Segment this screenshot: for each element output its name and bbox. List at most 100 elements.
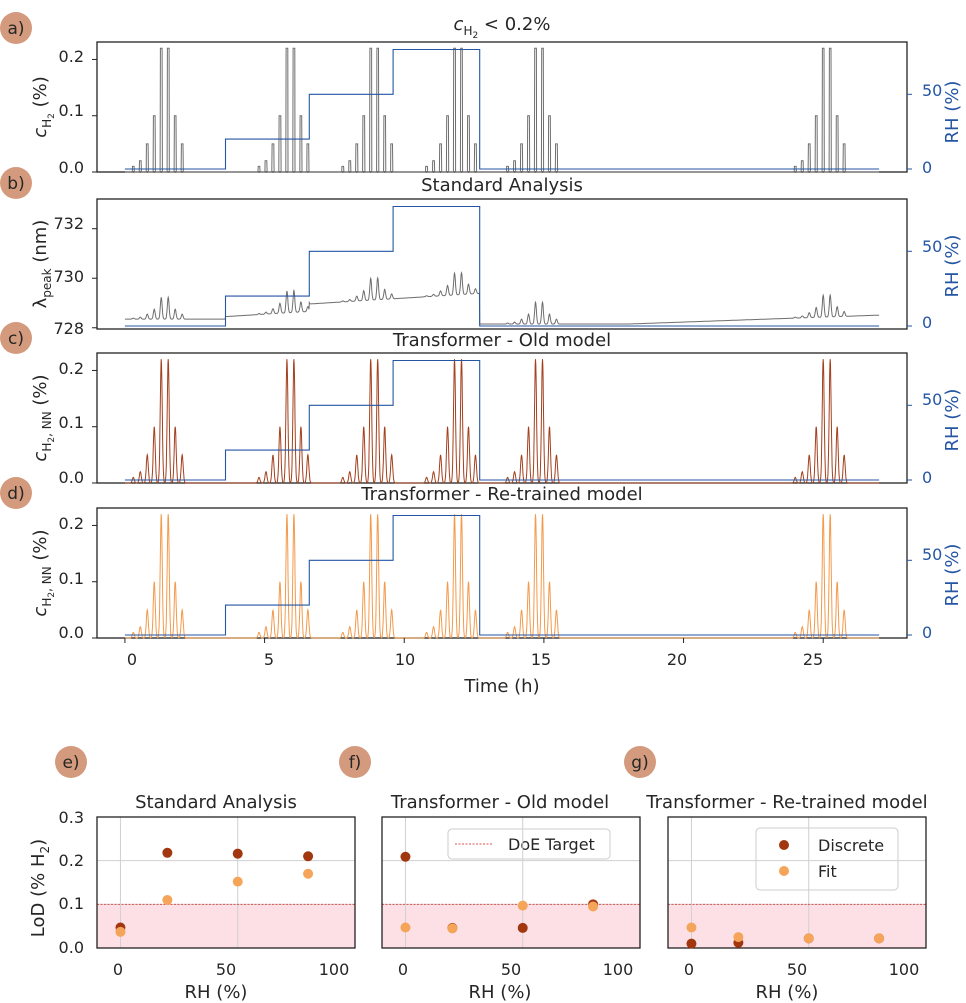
panel-b-ylabel: λpeak (nm) xyxy=(30,220,54,309)
panel-b-ytick-1: 730 xyxy=(53,267,84,286)
panel-g-title: Transformer - Re-trained model xyxy=(645,792,927,813)
target-region xyxy=(668,904,926,948)
panel-f-xlabel: RH (%) xyxy=(469,982,532,1003)
discrete-point xyxy=(162,847,173,858)
panel-a-rh-tick-0: 0 xyxy=(922,158,932,177)
panel-b-ytick-2: 732 xyxy=(53,214,84,233)
fit-point xyxy=(874,933,885,944)
lod-plot-2 xyxy=(667,816,927,949)
discrete-point xyxy=(686,938,697,949)
panel-b-data xyxy=(92,205,912,329)
panel-a-frame xyxy=(96,41,908,173)
rh-step-line-1 xyxy=(124,205,880,327)
panel-d-rh-label: RH (%) xyxy=(942,544,963,607)
panel-b-rh-tick-50: 50 xyxy=(922,237,942,256)
panel-d-title: Transformer - Re-trained model xyxy=(360,484,642,505)
badge-e-label: e) xyxy=(62,753,79,773)
panel-b-frame xyxy=(96,198,908,330)
fit-point xyxy=(303,868,314,879)
panel-d-ytick-1: 0.1 xyxy=(59,569,84,588)
lod-frame xyxy=(381,816,641,949)
fit-point xyxy=(400,922,411,933)
discrete-point xyxy=(400,851,411,862)
rh-step-line-0 xyxy=(124,48,880,170)
lod-frame xyxy=(96,816,356,949)
panel-g-xtick-100: 100 xyxy=(889,960,920,979)
legend-doe: DoE Target xyxy=(447,828,611,860)
panel-c-rh-tick-50: 50 xyxy=(922,390,942,409)
panel-a-ytick-2: 0.2 xyxy=(59,47,84,66)
time-axis-label: Time (h) xyxy=(463,676,539,697)
panel-d: d) Transformer - Re-trained model cH2, N… xyxy=(0,477,963,642)
time-tick-5: 5 xyxy=(264,650,274,669)
panel-f-title: Transformer - Old model xyxy=(390,792,609,813)
time-tick-0: 0 xyxy=(127,650,137,669)
panel-g-xtick-50: 50 xyxy=(787,960,807,979)
legend-fit-label: Fit xyxy=(818,862,837,881)
panel-d-frame xyxy=(96,507,908,639)
panel-e-ytick-3: 0.3 xyxy=(59,808,84,827)
panel-f-xtick-100: 100 xyxy=(603,960,634,979)
target-region xyxy=(97,904,355,948)
panel-c-frame xyxy=(96,352,908,484)
badge-g-label: g) xyxy=(631,753,648,773)
panel-a-rh-tick-50: 50 xyxy=(922,81,942,100)
panel-c-ytick-0: 0.0 xyxy=(59,468,84,487)
panel-a-data xyxy=(92,47,912,173)
rh-step-line-3 xyxy=(124,514,880,636)
badge-c xyxy=(0,322,32,354)
rh-step-line-2 xyxy=(124,359,880,481)
panel-b-rh-tick-0: 0 xyxy=(922,313,932,332)
panel-c-ylabel: cH2, NN (%) xyxy=(30,374,57,461)
time-tick-10: 10 xyxy=(395,650,415,669)
panel-e-xtick-0: 0 xyxy=(113,960,123,979)
time-tick-marks xyxy=(124,638,824,643)
panel-c-ytick-2: 0.2 xyxy=(59,359,84,378)
panel-c-rh-label: RH (%) xyxy=(942,389,963,452)
panel-a: a) cH2 < 0.2% cH2 (%) 0.0 0.1 0.2 0 50 R… xyxy=(0,12,963,177)
panel-d-rh-tick-50: 50 xyxy=(922,545,942,564)
badge-c-label: c) xyxy=(8,329,24,349)
legend-discrete-swatch xyxy=(779,840,789,850)
panel-e-ytick-1: 0.1 xyxy=(59,894,84,913)
badge-g xyxy=(624,746,656,778)
panel-b: b) Standard Analysis λpeak (nm) 728 730 … xyxy=(0,167,963,338)
fit-point xyxy=(803,933,814,944)
panel-c-data xyxy=(92,359,912,484)
fit-point xyxy=(588,901,599,912)
panel-g: g) Transformer - Re-trained model 0 50 1… xyxy=(624,746,928,1003)
time-tick-15: 15 xyxy=(531,650,551,669)
fit-point xyxy=(232,876,243,887)
panel-e-ytick-2: 0.2 xyxy=(59,851,84,870)
panel-a-ytick-1: 0.1 xyxy=(59,101,84,120)
badge-f xyxy=(339,746,371,778)
fit-point xyxy=(447,923,458,934)
panel-e-ytick-0: 0.0 xyxy=(59,938,84,957)
badge-b xyxy=(0,167,32,199)
target-region xyxy=(382,904,640,948)
fit-point xyxy=(517,900,528,911)
badge-d xyxy=(0,477,32,509)
panel-f: f) Transformer - Old model 0 50 100 RH (… xyxy=(339,746,641,1003)
badge-f-label: f) xyxy=(349,753,362,773)
legend-fit-swatch xyxy=(779,866,789,876)
lod-plot-0 xyxy=(96,816,356,949)
panel-c-ytick-1: 0.1 xyxy=(59,413,84,432)
panel-d-ytick-2: 0.2 xyxy=(59,514,84,533)
time-tick-25: 25 xyxy=(803,650,823,669)
panel-d-ylabel: cH2, NN (%) xyxy=(30,529,57,616)
panel-e: e) Standard Analysis LoD (% H2) 0.0 0.1 … xyxy=(28,746,356,1003)
panel-b-rh-label: RH (%) xyxy=(942,235,963,298)
discrete-point xyxy=(232,848,243,859)
time-tick-20: 20 xyxy=(667,650,687,669)
fit-point xyxy=(162,894,173,905)
fit-point xyxy=(686,922,697,933)
panel-g-xlabel: RH (%) xyxy=(756,982,819,1003)
panel-d-ytick-0: 0.0 xyxy=(59,623,84,642)
panel-b-title: Standard Analysis xyxy=(421,175,583,196)
signal-line-3 xyxy=(124,514,880,639)
legend-discrete-label: Discrete xyxy=(818,836,884,855)
panel-a-title: cH2 < 0.2% xyxy=(454,14,551,41)
panel-e-title: Standard Analysis xyxy=(135,792,297,813)
